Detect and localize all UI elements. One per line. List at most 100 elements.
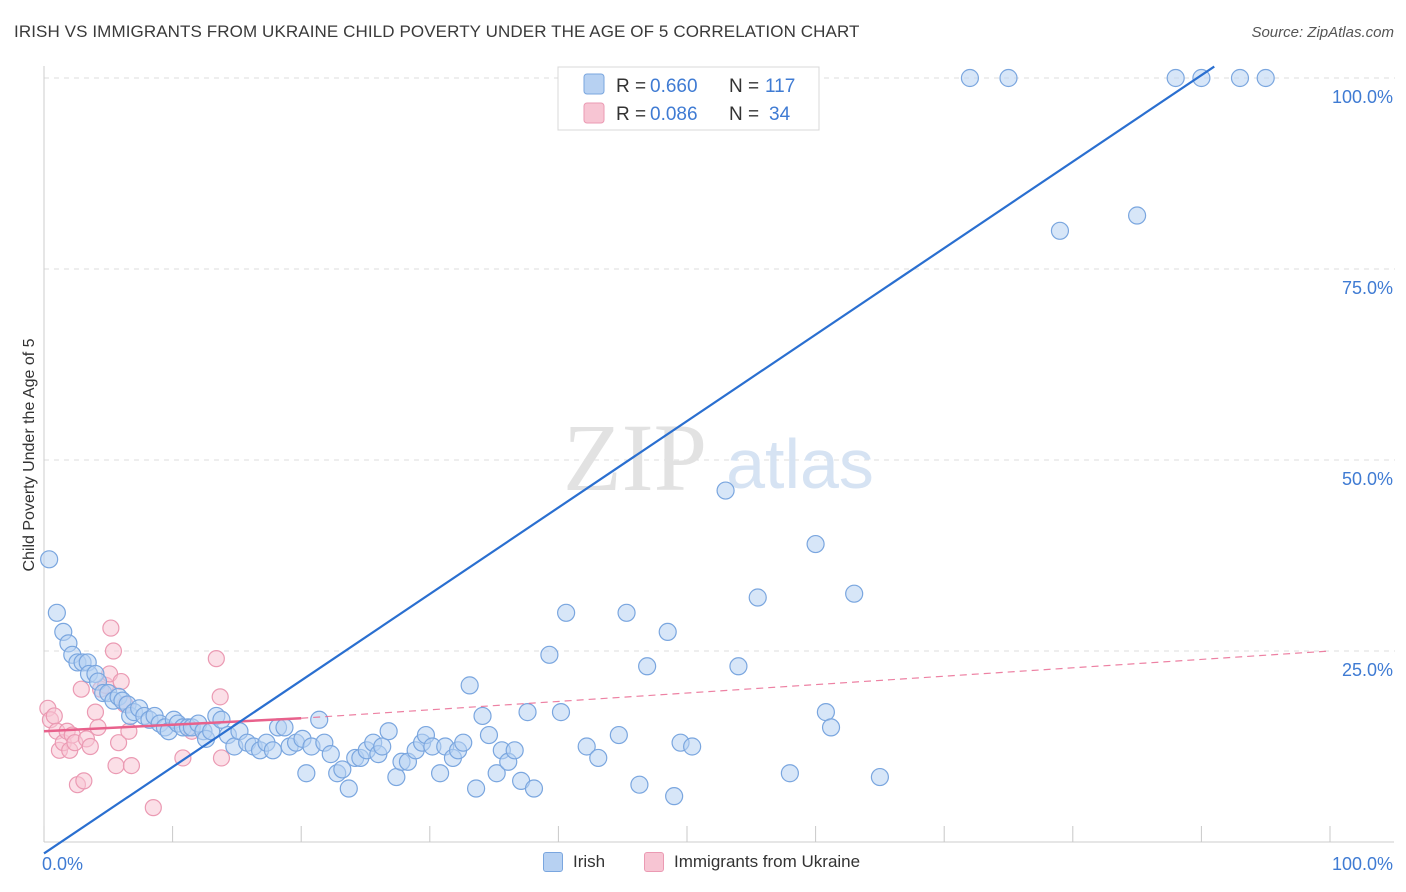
- x-tick-label-min: 0.0%: [42, 854, 83, 874]
- ukraine-trend-dashed: [301, 650, 1331, 719]
- irish-point: [1230, 68, 1250, 88]
- irish-point: [466, 779, 486, 798]
- chart-title: IRISH VS IMMIGRANTS FROM UKRAINE CHILD P…: [14, 22, 860, 41]
- irish-point: [379, 722, 398, 741]
- irish-point: [1166, 68, 1185, 88]
- ukraine-point: [75, 772, 93, 790]
- irish-point: [683, 737, 702, 756]
- y-tick-label: 25.0%: [1342, 660, 1393, 680]
- irish-point: [460, 676, 479, 695]
- irish-point: [589, 748, 608, 768]
- legend-ukraine-r-label: R =: [616, 104, 646, 125]
- irish-point: [617, 603, 636, 622]
- watermark-zip: ZIP: [563, 404, 707, 511]
- irish-point: [212, 710, 231, 729]
- ukraine-point: [144, 799, 162, 817]
- ukraine-point: [81, 737, 99, 756]
- legend-irish-marker: [543, 852, 563, 872]
- irish-point: [473, 706, 492, 726]
- irish-point: [1192, 68, 1211, 88]
- legend-ukraine-marker: [644, 852, 664, 872]
- legend-item-ukraine: Immigrants from Ukraine: [644, 852, 860, 872]
- irish-point: [1256, 68, 1275, 88]
- irish-point: [430, 764, 450, 783]
- irish-point: [373, 737, 392, 756]
- ukraine-point: [122, 756, 141, 775]
- legend-ukraine-r-value: 0.086: [650, 104, 698, 125]
- irish-point: [638, 657, 657, 676]
- legend-irish-label: Irish: [573, 852, 606, 871]
- ukraine-point: [72, 680, 90, 698]
- ukraine-point: [109, 734, 128, 752]
- irish-point: [551, 703, 571, 722]
- irish-point: [816, 703, 835, 722]
- ukraine-point: [211, 688, 229, 706]
- irish-point: [748, 588, 767, 607]
- ukraine-trend-solid: [43, 716, 302, 733]
- legend-item-irish: Irish: [543, 852, 605, 872]
- legend-ukraine-swatch: [583, 102, 605, 124]
- irish-point: [321, 745, 340, 764]
- irish-point: [479, 725, 499, 745]
- irish-point: [1050, 221, 1070, 240]
- irish-point: [339, 779, 358, 798]
- grid-lines: [44, 77, 1395, 652]
- ukraine-point: [86, 703, 105, 721]
- irish-point: [310, 710, 329, 729]
- irish-point: [658, 622, 677, 642]
- legend-irish-r-label: R =: [616, 76, 646, 97]
- irish-point: [487, 764, 506, 783]
- irish-point: [47, 603, 66, 622]
- irish-point: [716, 481, 735, 500]
- irish-point: [297, 764, 316, 783]
- ukraine-point: [212, 749, 231, 767]
- ukraine-point: [104, 642, 123, 660]
- irish-point: [333, 760, 352, 779]
- y-tick-label: 50.0%: [1342, 469, 1393, 489]
- source-label: Source: ZipAtlas.com: [1251, 24, 1394, 41]
- irish-point: [40, 550, 59, 569]
- irish-point: [263, 741, 283, 760]
- irish-point: [1127, 206, 1147, 225]
- irish-trend-line: [43, 65, 1215, 855]
- irish-point: [780, 764, 799, 783]
- irish-point: [540, 645, 559, 664]
- legend-bottom: Irish Immigrants from Ukraine: [0, 852, 1406, 876]
- irish-point: [524, 779, 544, 798]
- ukraine-point: [102, 619, 120, 637]
- irish-point: [275, 718, 294, 737]
- irish-point: [729, 657, 748, 676]
- ukraine-point: [45, 707, 63, 725]
- legend-ukraine-label: Immigrants from Ukraine: [674, 852, 861, 871]
- irish-point: [454, 733, 473, 752]
- irish-point: [577, 737, 596, 756]
- legend-irish-swatch: [583, 73, 605, 95]
- tick-labels: 100.0% 75.0% 50.0% 25.0% 0.0% 100.0%: [42, 87, 1393, 874]
- legend-irish-n-value: 117: [765, 76, 795, 97]
- y-tick-label: 100.0%: [1332, 87, 1393, 107]
- ukraine-point: [107, 756, 125, 775]
- legend-ukraine-n-value: 34: [769, 104, 791, 125]
- watermark: ZIP atlas: [563, 404, 874, 511]
- trend-lines: [43, 65, 1331, 855]
- irish-point: [845, 584, 864, 603]
- x-tick-label-max: 100.0%: [1332, 854, 1393, 874]
- irish-point: [999, 68, 1018, 88]
- irish-point: [960, 68, 980, 88]
- legend-ukraine-n-label: N =: [729, 104, 759, 125]
- irish-point: [505, 741, 524, 760]
- ukraine-point: [207, 650, 225, 668]
- ukraine-point: [112, 672, 130, 691]
- legend-irish-n-label: N =: [729, 76, 759, 97]
- legend-stats: R = 0.660 N = 117 R = 0.086 N = 34: [557, 66, 820, 131]
- irish-point: [870, 767, 890, 787]
- irish-point: [609, 725, 628, 745]
- irish-point: [821, 718, 841, 737]
- legend-irish-r-value: 0.660: [650, 76, 698, 97]
- irish-point: [387, 767, 406, 787]
- irish-point: [557, 603, 576, 622]
- y-tick-label: 75.0%: [1342, 278, 1393, 298]
- irish-point: [518, 703, 537, 722]
- irish-point: [806, 534, 825, 554]
